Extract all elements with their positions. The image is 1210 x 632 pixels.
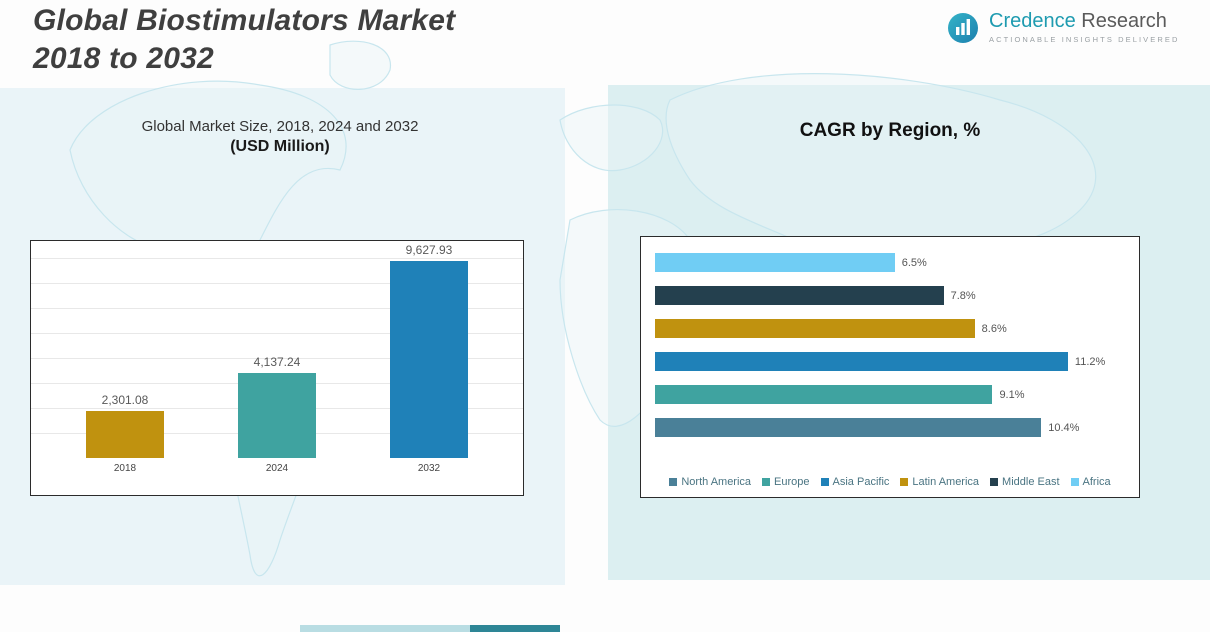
legend-item-europe: Europe [762,476,810,488]
legend-label: Middle East [1002,476,1060,488]
legend-item-latin-america: Latin America [900,476,979,488]
cagr-value-label: 7.8% [950,289,976,302]
cagr-chart-title: CAGR by Region, % [799,120,981,141]
brand-name: Credence Research [989,10,1180,32]
cagr-value-label: 8.6% [981,322,1007,335]
cagr-bar-north-america [655,418,1042,437]
legend-swatch-middle-east [990,478,999,486]
bar-value-label: 2,301.08 [101,393,149,407]
bar-2024 [238,373,316,458]
bar-column-2032: 9,627.93 [384,243,474,458]
page-title: Global Biostimulators Market 2018 to 203… [33,2,455,77]
legend-label: Europe [774,476,810,488]
legend-swatch-africa [1070,478,1079,486]
bar-column-2024: 4,137.24 [232,355,322,458]
logo: Credence Research Actionable Insights De… [945,10,1180,46]
market-size-chart: 2,301.08 4,137.24 9,627.93 2018 2024 2032 [30,240,524,496]
legend-label: Asia Pacific [832,476,890,488]
legend-swatch-north-america [669,478,678,486]
legend-label: North America [681,476,752,488]
legend-item-asia-pacific: Asia Pacific [820,476,890,488]
legend-swatch-latin-america [900,478,909,486]
legend-label: Latin America [912,476,980,488]
cagr-bar-latin-america [655,319,975,338]
title-line2: 2018 to 2032 [33,41,214,75]
market-size-subtitle-line: (USD Million) [230,138,330,155]
bar-2032 [390,261,468,458]
market-size-chart-title: Global Market Size, 2018, 2024 and 2032 … [30,118,530,156]
cagr-row-latin-america: 8.6% [655,319,1099,338]
bottom-accent-light [300,625,470,632]
bar-column-2018: 2,301.08 [80,393,170,458]
market-size-plot: 2,301.08 4,137.24 9,627.93 [31,243,523,458]
cagr-row-north-america: 10.4% [655,418,1099,437]
cagr-row-middle-east: 7.8% [655,286,1099,305]
bar-2018 [86,411,164,458]
market-size-bars: 2,301.08 4,137.24 9,627.93 [31,243,523,458]
bar-value-label: 4,137.24 [253,355,301,369]
category-label-2024: 2024 [265,463,289,474]
cagr-value-label: 10.4% [1048,421,1080,434]
legend-swatch-europe [762,478,771,486]
legend-swatch-asia-pacific [820,478,829,486]
logo-chart-icon [948,13,978,43]
bar-value-label: 9,627.93 [405,243,453,257]
cagr-row-europe: 9.1% [655,385,1099,404]
bottom-accent-dark [470,625,560,632]
cagr-bar-middle-east [655,286,944,305]
cagr-row-africa: 6.5% [655,253,1099,272]
cagr-chart: 6.5% 7.8% 8.6% 11.2% 9.1% 10.4% North America… [640,236,1140,498]
legend-item-north-america: North America [669,476,751,488]
legend-label: Africa [1082,476,1111,488]
brand-first-word: Credence [989,10,1076,32]
category-label-2032: 2032 [417,463,441,474]
cagr-bar-africa [655,253,895,272]
cagr-value-label: 11.2% [1074,355,1106,368]
legend-item-africa: Africa [1070,476,1111,488]
category-label-2018: 2018 [113,463,137,474]
cagr-value-label: 9.1% [999,388,1025,401]
cagr-legend: North America Europe Asia Pacific Latin Ame… [641,476,1139,488]
cagr-bar-europe [655,385,993,404]
brand-tagline: Actionable Insights Delivered [989,35,1180,44]
cagr-row-asia-pacific: 11.2% [655,352,1105,371]
market-size-title-line: Global Market Size, 2018, 2024 and 2032 [141,118,419,135]
title-line1: Global Biostimulators Market [33,4,456,37]
cagr-bar-asia-pacific [655,352,1068,371]
cagr-bars: 6.5% 7.8% 8.6% 11.2% 9.1% 10.4% [655,253,1105,437]
logo-text: Credence Research Actionable Insights De… [989,10,1180,44]
brand-second-word: Research [1081,10,1167,32]
cagr-value-label: 6.5% [901,256,927,269]
legend-item-middle-east: Middle East [990,476,1060,488]
market-size-category-axis: 2018 2024 2032 [31,463,523,474]
